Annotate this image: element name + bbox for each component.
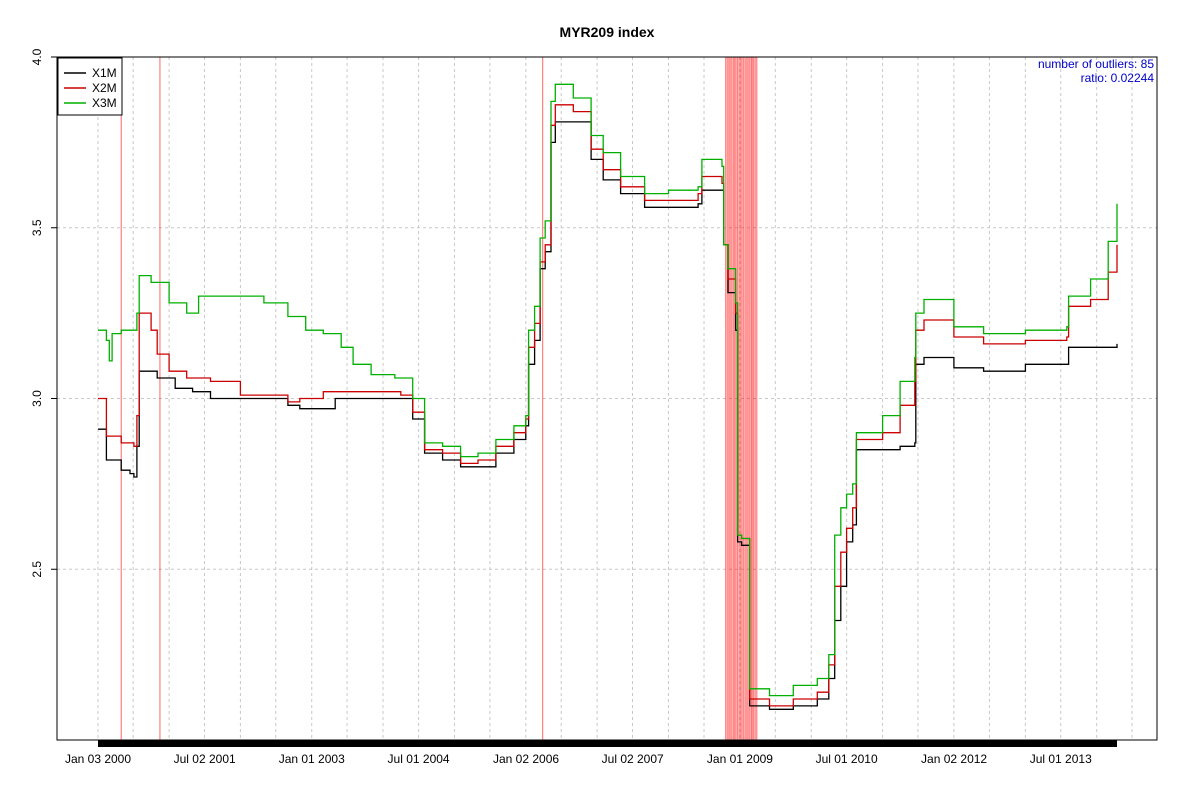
series-lines [98, 83, 1118, 710]
y-tick-label: 3.0 [30, 390, 44, 407]
series-line-x3m [98, 83, 1118, 697]
chart-title: MYR209 index [560, 24, 655, 40]
axes: 2.5 3.0 3.5 4.0 Jan 03 2000 Jul 02 2001 Jan 01… [30, 48, 1158, 766]
y-tick-label: 4.0 [30, 48, 44, 65]
x-tick-label: Jul 01 2010 [816, 752, 878, 766]
x-axis-tick-band [98, 740, 1117, 747]
x-tick-label: Jan 01 2009 [707, 752, 773, 766]
x-tick-label: Jan 02 2012 [921, 752, 987, 766]
y-tick-label: 2.5 [30, 561, 44, 578]
x-tick-label: Jan 01 2003 [279, 752, 345, 766]
x-tick-label: Jul 01 2013 [1030, 752, 1092, 766]
legend-label-x2m: X2M [92, 81, 117, 95]
x-tick-label: Jan 03 2000 [65, 752, 131, 766]
series-line-x2m [98, 104, 1118, 707]
x-tick-label: Jul 01 2004 [388, 752, 450, 766]
x-tick-label: Jul 02 2001 [174, 752, 236, 766]
legend-label-x3m: X3M [92, 96, 117, 110]
x-tick-label: Jan 02 2006 [493, 752, 559, 766]
legend-box [57, 57, 123, 116]
outlier-markers [120, 57, 758, 740]
outlier-count-annotation: number of outliers: 85 [1038, 57, 1154, 71]
series-line-x1m [98, 121, 1118, 710]
x-tick-label: Jul 02 2007 [602, 752, 664, 766]
outlier-ratio-annotation: ratio: 0.02244 [1081, 71, 1155, 85]
y-tick-label: 3.5 [30, 219, 44, 236]
legend-label-x1m: X1M [92, 66, 117, 80]
